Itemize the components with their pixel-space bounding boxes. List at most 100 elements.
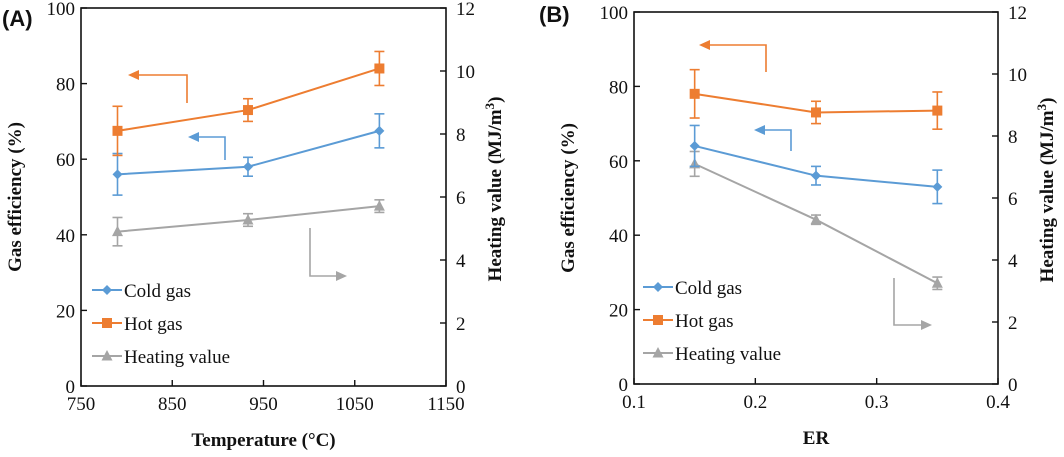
arrow-line [893,278,922,326]
arrow-head [921,320,932,330]
legend-marker [653,282,663,292]
y-tick-label: 100 [600,3,629,24]
data-point [932,181,943,192]
y-tick-label: 0 [619,375,629,396]
x-tick-label: 0.4 [986,392,1010,413]
y2-tick-label: 4 [456,251,466,272]
data-point [242,105,253,116]
y-tick-label: 80 [609,77,628,98]
y-axis-title: Gas efficiency (%) [558,123,579,273]
arrow-head [699,40,710,50]
y2-tick-label: 0 [1008,375,1018,396]
arrow-line [309,228,337,277]
data-point [374,63,385,74]
data-point [112,169,123,180]
data-point [373,200,385,211]
legend-label: Heating value [675,344,781,365]
data-point [112,125,123,136]
y2-tick-label: 12 [1008,3,1027,24]
y2-tick-label: 2 [1008,313,1018,334]
series-cold-gas [689,124,943,205]
y2-tick-label: 6 [456,188,466,209]
y2-tick-label: 10 [456,62,475,83]
y-tick-label: 20 [56,301,75,322]
x-tick-label: 1050 [336,394,374,415]
panel-a: (A) 0 20 40 60 80 100 0 2 4 6 8 10 12 750 850 950 1050 115… [2,0,506,451]
annotation-arrow [893,278,932,330]
legend-marker [653,315,663,325]
y2-tick-label: 4 [1008,251,1018,272]
arrow-head [336,271,347,281]
y2-axis-title: Heating value (MJ/m3) [482,97,507,282]
x-tick-label: 750 [67,394,96,415]
annotation-arrow [309,228,347,281]
y2-tick-label: 6 [1008,189,1018,210]
arrow-line [138,74,188,103]
data-point [242,213,254,225]
legend: Cold gas Hot gas Heating value [643,278,781,365]
x-tick-label: 0.1 [622,392,646,413]
arrow-head [128,70,139,80]
y2-tick-label: 0 [456,377,466,398]
y-tick-label: 40 [56,226,75,247]
y2-tick-label: 2 [456,314,466,335]
annotation-arrow [188,132,226,160]
y-tick-label: 100 [47,0,76,20]
x-axis-title: ER [803,428,830,449]
series-heating-value [112,199,385,247]
y-tick-label: 60 [609,152,628,173]
data-point [811,107,821,118]
data-point [242,161,253,172]
data-point [689,88,700,99]
arrow-line [764,129,792,151]
panel-label: (B) [539,2,570,27]
x-tick-label: 0.3 [865,392,889,413]
legend-label: Hot gas [675,311,734,332]
x-tick-label: 950 [249,394,278,415]
data-point [374,125,385,136]
legend-marker [102,285,112,295]
legend-marker [101,350,113,361]
legend-label: Cold gas [675,278,742,299]
legend-label: Heating value [124,347,230,368]
arrow-head [754,125,765,135]
data-point [932,105,943,116]
panel-label: (A) [2,6,33,31]
legend-label: Cold gas [124,281,191,302]
annotation-arrow [754,125,792,151]
y2-tick-label: 12 [456,0,475,20]
series-cold-gas [112,113,385,196]
data-point [811,170,821,181]
x-tick-label: 850 [158,394,187,415]
y2-axis-title: Heating value (MJ/m3) [1034,98,1059,283]
arrow-line [198,136,226,160]
data-point [931,277,943,288]
y-tick-label: 80 [56,75,75,96]
arrow-line [709,44,767,72]
annotation-arrow [699,40,767,72]
y-tick-label: 20 [609,301,628,322]
legend-marker [102,318,112,328]
data-point [810,213,822,225]
x-tick-label: 0.2 [743,392,767,413]
legend-label: Hot gas [124,314,183,335]
series-hot-gas [689,68,943,130]
x-tick-label: 1150 [427,394,464,415]
arrow-head [188,132,199,142]
y2-tick-label: 8 [1008,127,1018,148]
data-point [112,225,123,237]
x-axis-title: Temperature (°C) [191,430,335,451]
series-hot-gas [112,50,385,157]
y2-tick-label: 8 [456,125,466,146]
panel-b: (B) 0 20 40 60 80 100 0 2 4 6 8 10 12 0.1 0.2 0.3 0.4 ER Ga… [539,2,1058,449]
data-point [689,140,700,151]
y2-tick-label: 10 [1008,65,1027,86]
y-axis-title: Gas efficiency (%) [5,122,26,272]
y-tick-label: 60 [56,150,75,171]
annotation-arrow [128,70,188,103]
y-tick-label: 0 [66,377,76,398]
y-tick-label: 40 [609,226,628,247]
legend: Cold gas Hot gas Heating value [92,281,230,368]
legend-marker [652,347,664,358]
